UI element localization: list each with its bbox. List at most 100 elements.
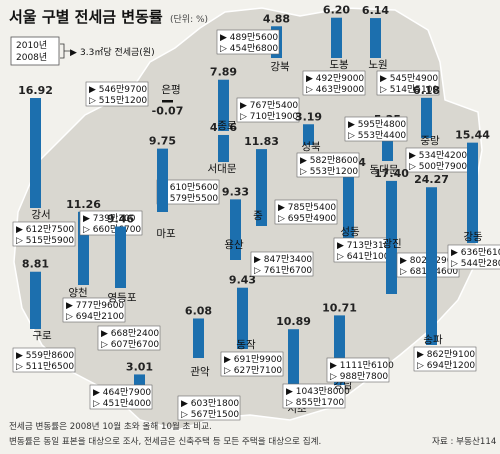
price-2008-동대문: ▷ 553만4400 — [348, 130, 406, 141]
district-label-동대문: 동대문 — [370, 164, 399, 176]
price-box-중 — [274, 199, 338, 225]
price-2008-은평: ▷ 515만1200 — [89, 95, 147, 106]
price-box-강서 — [12, 221, 76, 247]
bar-노원 — [370, 18, 381, 58]
price-2008-구로: ▷ 511만6500 — [16, 361, 74, 372]
price-2010-관악: ▶ 603만1800 — [181, 398, 239, 409]
value-label-강서: 16.92 — [18, 84, 53, 97]
price-box-노원 — [376, 70, 440, 96]
price-box-관악 — [177, 395, 241, 421]
price-2008-금천: ▷ 451만4000 — [93, 398, 151, 409]
district-label-성동: 성동 — [340, 226, 360, 238]
price-2008-관악: ▷ 567만1500 — [181, 409, 239, 420]
bar-구로 — [30, 271, 41, 329]
value-label-마포: 9.75 — [149, 135, 176, 148]
bar-금천 — [134, 374, 145, 394]
price-2010-강남: ▶ 1111만6100 — [330, 360, 394, 371]
price-2010-강북: ▶ 489만5600 — [220, 32, 278, 43]
bar-서초 — [288, 329, 299, 400]
bar-중 — [256, 149, 267, 226]
value-label-강북: 4.88 — [263, 12, 290, 25]
district-label-동작: 동작 — [236, 339, 256, 351]
value-label-도봉: 6.20 — [323, 4, 350, 17]
bar-강남 — [334, 315, 345, 385]
price-box-송파 — [413, 346, 477, 372]
price-2010-강동: ▶ 636만6100 — [451, 247, 500, 258]
price-2008-용산: ▷ 761만6700 — [254, 265, 312, 276]
bar-관악 — [193, 318, 204, 358]
price-2010-성북: ▶ 582만8600 — [300, 155, 358, 166]
price-2010-동대문: ▶ 595만4800 — [348, 119, 406, 130]
legend-year-2008: 2008년 — [16, 52, 47, 63]
value-label-금천: 3.01 — [126, 360, 153, 373]
price-2008-중랑: ▷ 500만7900 — [409, 161, 467, 172]
value-label-노원: 6.14 — [362, 4, 389, 17]
price-2008-동작: ▷ 627만7100 — [224, 365, 282, 376]
price-2010-성동: ▶ 713만3100 — [337, 240, 395, 251]
district-label-관악: 관악 — [190, 366, 210, 378]
price-2010-서대문: ▶ 610만5600 — [160, 182, 218, 193]
price-box-동대문 — [344, 116, 408, 142]
source-label: 자료 : 부동산114 — [432, 436, 496, 447]
district-label-은평: 은평 — [161, 84, 180, 96]
price-2008-송파: ▷ 694만1200 — [417, 360, 475, 371]
legend-year-2010: 2010년 — [16, 40, 47, 51]
district-label-마포: 마포 — [156, 228, 176, 240]
value-label-서초: 10.89 — [276, 315, 311, 328]
price-2010-은평: ▶ 546만9700 — [89, 84, 147, 95]
legend-description: 3.3㎡당 전세금(원) — [80, 47, 155, 58]
price-2008-중: ▷ 695만4900 — [278, 213, 336, 224]
price-box-도봉 — [302, 70, 366, 96]
price-2010-도봉: ▶ 492만9000 — [306, 73, 364, 84]
price-2008-영등포: ▷ 607만6700 — [101, 339, 159, 350]
price-2008-서대문: ▷ 579만5500 — [160, 193, 218, 204]
bar-성북 — [303, 124, 314, 145]
chart-marks: 16.92 강서 ▶ 612만7500▷ 515만5900 11.26 양천▶ 777만… — [12, 4, 500, 421]
district-label-강동: 강동 — [463, 231, 483, 243]
price-box-강남 — [326, 357, 390, 383]
value-label-용산: 9.33 — [222, 185, 249, 198]
price-2008-성북: ▷ 553만1200 — [300, 166, 358, 177]
price-box-마포 — [79, 210, 143, 236]
bar-종로 — [218, 79, 229, 131]
chart-title: 서울 구별 전세금 변동률 — [9, 8, 163, 26]
bar-서대문 — [218, 134, 229, 162]
price-2010-종로: ▶ 767만5400 — [240, 100, 298, 111]
unit-label: (단위: %) — [170, 14, 208, 25]
value-label-광진: 17.40 — [374, 167, 409, 180]
value-label-관악: 6.08 — [185, 304, 212, 317]
price-2008-노원: ▷ 514만5100 — [380, 84, 438, 95]
price-2010-강서: ▶ 612만7500 — [16, 224, 74, 235]
district-label-구로: 구로 — [32, 330, 52, 342]
district-label-노원: 노원 — [368, 59, 387, 71]
district-label-광진: 광진 — [382, 238, 401, 250]
bar-영등포 — [115, 226, 126, 288]
district-label-송파: 송파 — [423, 334, 443, 346]
value-label-영등포: 9.46 — [107, 213, 134, 226]
bar-중랑 — [421, 97, 432, 138]
bar-동작 — [237, 287, 248, 349]
bar-마포 — [157, 148, 168, 212]
price-2008-강남: ▷ 988만7800 — [330, 371, 388, 382]
district-label-성북: 성북 — [301, 141, 321, 153]
price-box-서초 — [282, 383, 346, 409]
district-label-중랑: 중랑 — [420, 135, 440, 147]
value-label-종로: 7.89 — [210, 66, 237, 79]
district-label-양천: 양천 — [68, 287, 87, 299]
price-2010-용산: ▶ 847만3400 — [254, 254, 312, 265]
footnote-1: 전세금 변동률은 2008년 10월 초와 올해 10월 초 비교. — [9, 420, 212, 432]
district-label-용산: 용산 — [224, 239, 244, 251]
value-label-양천: 11.26 — [66, 198, 101, 211]
legend-box — [10, 36, 60, 66]
bar-강동 — [467, 142, 478, 243]
value-label-구로: 8.81 — [22, 258, 49, 271]
bar-강서 — [30, 98, 41, 208]
price-box-금천 — [89, 384, 153, 410]
price-2008-양천: ▷ 694만2100 — [66, 311, 124, 322]
price-box-종로 — [236, 97, 300, 123]
price-2008-종로: ▷ 710만1900 — [240, 111, 298, 122]
district-label-서대문: 서대문 — [208, 163, 237, 175]
bar-도봉 — [331, 17, 342, 58]
price-2010-중랑: ▶ 534만4200 — [409, 150, 467, 161]
